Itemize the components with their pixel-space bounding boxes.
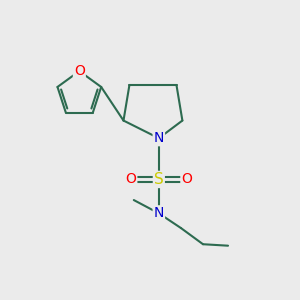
Text: O: O	[74, 64, 85, 78]
Text: N: N	[154, 206, 164, 220]
Text: O: O	[125, 172, 136, 186]
Text: N: N	[154, 131, 164, 145]
Text: O: O	[182, 172, 192, 186]
Text: S: S	[154, 172, 164, 187]
